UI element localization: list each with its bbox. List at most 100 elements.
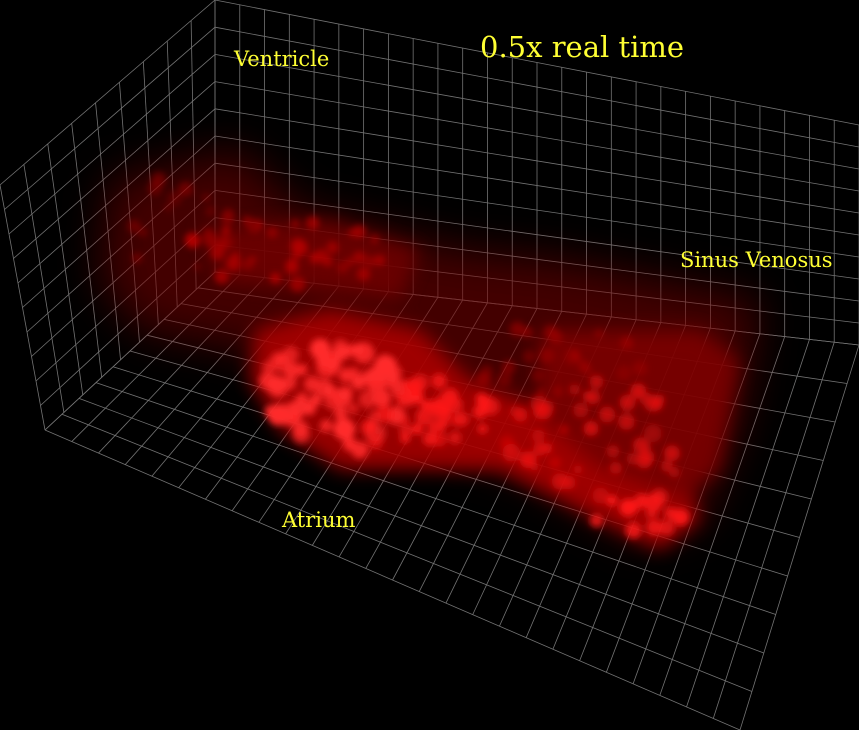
- cell-nucleus: [262, 361, 275, 374]
- cell-nucleus: [664, 445, 680, 462]
- cell-nucleus: [304, 376, 320, 392]
- cell-nucleus: [626, 502, 639, 514]
- cell-nucleus: [400, 433, 410, 444]
- heart-fluorescence-signal: [100, 150, 760, 550]
- playback-speed-label: 0.5x real time: [480, 30, 685, 64]
- cell-nucleus: [618, 413, 635, 430]
- cell-nucleus: [358, 390, 377, 409]
- cell-nucleus: [501, 360, 516, 375]
- cell-nucleus: [368, 366, 383, 381]
- cell-nucleus: [606, 495, 618, 507]
- cell-nucleus: [306, 216, 320, 230]
- cell-nucleus: [427, 420, 441, 433]
- cell-nucleus: [316, 358, 335, 378]
- cell-nucleus: [573, 465, 583, 474]
- cell-nucleus: [352, 343, 364, 356]
- cell-nucleus: [502, 443, 521, 462]
- cell-nucleus: [569, 384, 581, 395]
- cell-nucleus: [589, 375, 604, 389]
- cell-nucleus: [420, 400, 430, 410]
- cell-nucleus: [302, 402, 316, 415]
- cell-nucleus: [448, 431, 462, 445]
- cell-nucleus: [432, 406, 448, 422]
- cell-nucleus: [578, 360, 590, 372]
- cell-nucleus: [296, 364, 308, 376]
- cell-nucleus: [214, 269, 229, 284]
- cell-nucleus: [437, 422, 446, 431]
- cell-nucleus: [347, 403, 359, 415]
- cell-nucleus: [531, 429, 545, 443]
- cell-nucleus: [131, 252, 143, 264]
- cell-nucleus: [412, 423, 424, 435]
- cell-nucleus: [246, 218, 262, 234]
- cell-nucleus: [542, 400, 555, 414]
- cell-nucleus: [164, 203, 172, 212]
- cell-nucleus: [409, 389, 424, 404]
- cell-nucleus: [167, 190, 183, 206]
- cell-nucleus: [643, 394, 662, 413]
- cell-nucleus: [206, 237, 219, 250]
- cell-nucleus: [347, 228, 357, 238]
- cell-nucleus: [668, 466, 680, 478]
- cell-nucleus: [151, 172, 167, 187]
- cell-nucleus: [482, 397, 500, 416]
- cell-nucleus: [202, 193, 211, 202]
- cell-nucleus: [310, 338, 331, 359]
- cell-nucleus: [509, 321, 525, 337]
- cell-nucleus: [370, 234, 380, 244]
- cell-nucleus: [643, 424, 662, 443]
- cell-nucleus: [544, 325, 558, 339]
- cell-nucleus: [594, 329, 604, 339]
- cell-nucleus: [415, 408, 432, 425]
- cell-nucleus: [395, 392, 409, 406]
- cell-nucleus: [205, 205, 216, 217]
- cell-nucleus: [509, 405, 521, 417]
- cell-nucleus: [292, 420, 309, 437]
- cell-nucleus: [345, 257, 355, 267]
- cell-nucleus: [539, 348, 555, 364]
- cell-nucleus: [531, 368, 545, 382]
- cell-nucleus: [373, 389, 391, 408]
- cell-nucleus: [332, 388, 352, 408]
- cell-nucleus: [399, 423, 413, 438]
- cell-nucleus: [333, 418, 356, 440]
- cell-nucleus: [401, 416, 410, 425]
- cell-nucleus: [291, 219, 300, 228]
- cell-nucleus: [314, 249, 328, 263]
- cell-nucleus: [609, 461, 622, 475]
- cell-nucleus: [431, 373, 447, 389]
- ventricle-label: Ventricle: [234, 47, 330, 71]
- cell-nucleus: [583, 420, 599, 436]
- cell-nucleus: [551, 473, 569, 490]
- sinus-venosus-label: Sinus Venosus: [680, 248, 833, 272]
- cell-nucleus: [644, 493, 663, 512]
- cell-nucleus: [326, 241, 339, 254]
- cell-nucleus: [219, 233, 236, 250]
- cell-nucleus: [360, 419, 376, 435]
- cell-nucleus: [558, 424, 569, 435]
- cell-nucleus: [334, 406, 348, 421]
- cell-nucleus: [289, 276, 306, 292]
- cell-nucleus: [295, 392, 309, 406]
- cell-nucleus: [616, 365, 632, 381]
- cell-nucleus: [660, 460, 673, 472]
- cell-nucleus: [619, 394, 636, 411]
- cell-nucleus: [319, 419, 333, 433]
- cell-nucleus: [356, 267, 371, 281]
- cell-nucleus: [259, 371, 277, 390]
- cell-nucleus: [127, 219, 141, 233]
- cell-nucleus: [589, 513, 604, 528]
- cell-nucleus: [422, 431, 437, 446]
- cell-nucleus: [599, 406, 616, 423]
- cell-nucleus: [352, 225, 366, 239]
- cell-nucleus: [222, 207, 235, 221]
- cell-nucleus: [248, 255, 257, 264]
- cell-nucleus: [138, 227, 148, 237]
- cell-nucleus: [533, 442, 547, 456]
- cell-nucleus: [192, 262, 202, 272]
- cell-nucleus: [646, 519, 662, 536]
- cell-nucleus: [266, 226, 278, 238]
- cell-nucleus: [548, 456, 561, 469]
- cell-nucleus: [203, 227, 212, 236]
- cell-nucleus: [230, 251, 241, 261]
